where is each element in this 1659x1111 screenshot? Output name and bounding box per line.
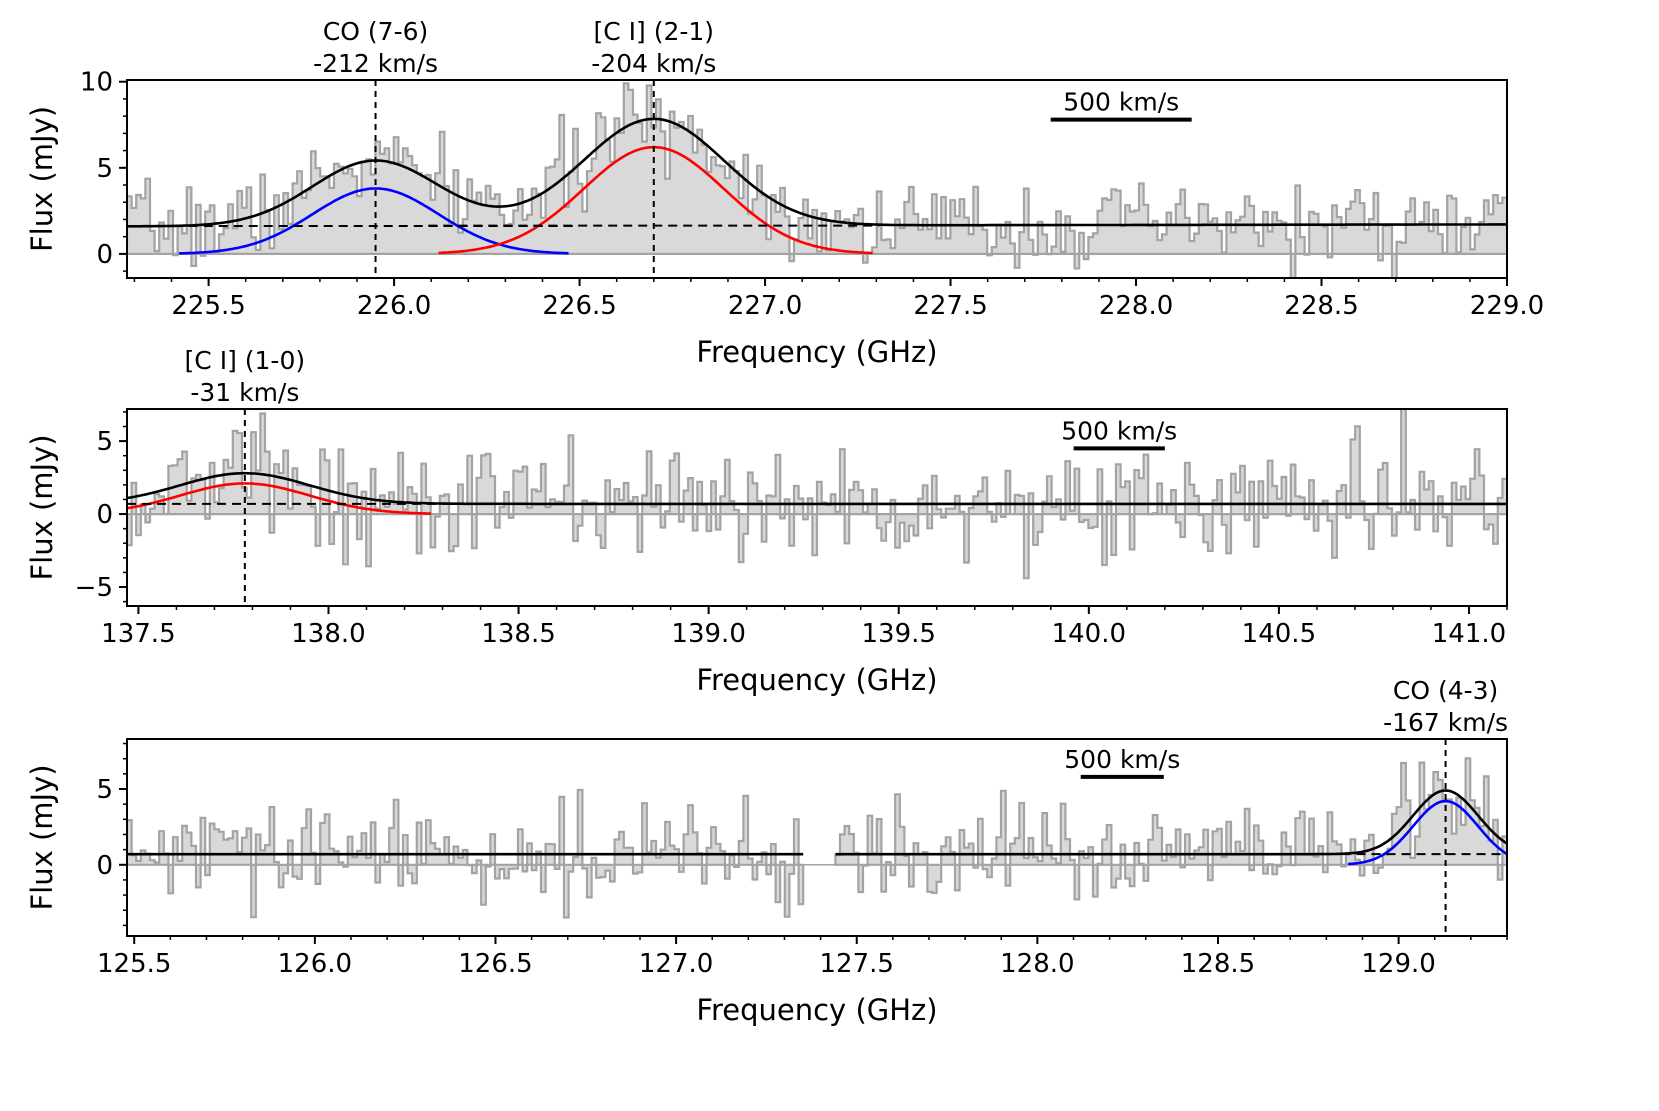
axes-frame	[126, 738, 1508, 937]
plot-area	[127, 757, 1507, 919]
scale-bar-label: 500 km/s	[1061, 416, 1177, 445]
line-name-label-0: [C I] (1-0)	[185, 346, 306, 375]
x-tick-label: 138.5	[481, 619, 555, 649]
axes-frame	[126, 79, 1508, 279]
gaussian-component-0	[127, 482, 432, 515]
y-tick-label: −5	[75, 573, 113, 603]
line-name-label-0: CO (7-6)	[323, 17, 428, 46]
x-tick-label: 229.0	[1470, 291, 1544, 321]
x-tick-label: 139.5	[862, 619, 936, 649]
y-axis-label: Flux (mJy)	[25, 106, 59, 252]
line-name-label-1: [C I] (2-1)	[593, 17, 714, 46]
x-tick-label: 225.5	[171, 291, 245, 321]
x-tick-label: 227.0	[728, 291, 802, 321]
plot-area	[127, 82, 1507, 278]
total-model-line-1	[835, 789, 1507, 856]
x-tick-label: 126.5	[458, 949, 532, 979]
x-tick-label: 128.0	[1000, 949, 1074, 979]
scale-bar-label: 500 km/s	[1063, 88, 1179, 117]
x-tick-label: 140.0	[1052, 619, 1126, 649]
x-tick-label: 140.5	[1242, 619, 1316, 649]
line-velocity-label-0: -167 km/s	[1383, 708, 1508, 737]
axes-frame	[126, 408, 1508, 607]
x-axis-label: Frequency (GHz)	[696, 335, 937, 369]
spectrum-histogram	[834, 757, 1507, 901]
y-tick-label: 5	[96, 154, 113, 184]
x-tick-label: 228.5	[1284, 291, 1358, 321]
x-tick-label: 128.5	[1181, 949, 1255, 979]
y-axis-label: Flux (mJy)	[25, 434, 59, 580]
y-axis-label: Flux (mJy)	[25, 764, 59, 910]
gaussian-component-0	[1347, 799, 1507, 866]
x-tick-label: 138.0	[291, 619, 365, 649]
y-tick-label: 10	[80, 68, 113, 98]
x-tick-label: 126.0	[278, 949, 352, 979]
total-model-line-0	[127, 471, 1507, 506]
y-tick-label: 5	[96, 427, 113, 457]
line-name-label-0: CO (4-3)	[1393, 676, 1498, 705]
gaussian-component-0	[178, 187, 569, 255]
x-tick-label: 127.0	[639, 949, 713, 979]
panel-co76-ci21: CO (7-6) -212 km/s [C I] (2-1) -204 km/s 500…	[25, 17, 1544, 369]
x-tick-label: 226.5	[542, 291, 616, 321]
x-tick-label: 227.5	[913, 291, 987, 321]
panel-co43: CO (4-3) -167 km/s 500 km/s 125.5 126.0 126.5…	[25, 676, 1508, 1027]
panel-ci10: [C I] (1-0) -31 km/s 500 km/s 137.5 138.0 138…	[25, 346, 1508, 697]
x-tick-label: 125.5	[97, 949, 171, 979]
y-tick-label: 0	[96, 240, 113, 270]
spectrum-histogram	[127, 82, 1507, 278]
x-tick-label: 139.0	[671, 619, 745, 649]
total-model-line-0	[127, 117, 1507, 228]
x-tick-label: 141.0	[1432, 619, 1506, 649]
x-tick-label: 137.5	[101, 619, 175, 649]
x-tick-label: 226.0	[357, 291, 431, 321]
plot-area	[127, 409, 1507, 580]
y-tick-label: 5	[96, 775, 113, 805]
spectrum-histogram	[127, 409, 1507, 580]
y-tick-label: 0	[96, 500, 113, 530]
x-axis-label: Frequency (GHz)	[696, 663, 937, 697]
line-velocity-label-0: -31 km/s	[190, 378, 299, 407]
scale-bar-label: 500 km/s	[1064, 745, 1180, 774]
x-axis-label: Frequency (GHz)	[696, 993, 937, 1027]
x-tick-label: 129.0	[1361, 949, 1435, 979]
line-velocity-label-1: -204 km/s	[591, 49, 716, 78]
x-tick-label: 228.0	[1099, 291, 1173, 321]
line-velocity-label-0: -212 km/s	[313, 49, 438, 78]
y-tick-label: 0	[96, 851, 113, 881]
gaussian-component-1	[438, 145, 873, 255]
x-tick-label: 127.5	[820, 949, 894, 979]
